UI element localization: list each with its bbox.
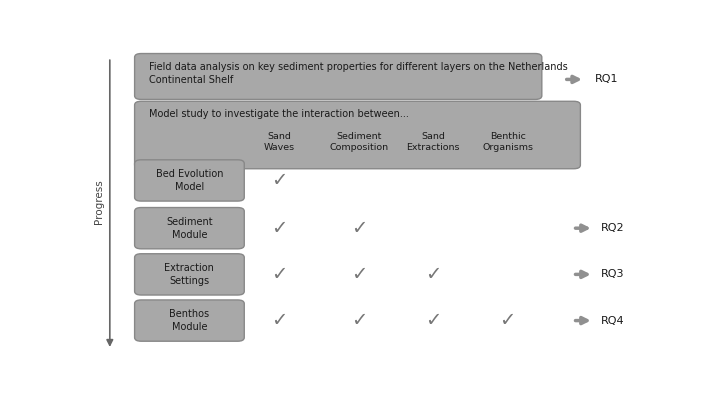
Text: ✓: ✓ (271, 265, 287, 284)
Text: Sediment
Module: Sediment Module (166, 217, 213, 240)
Text: RQ3: RQ3 (602, 269, 625, 279)
Text: Sediment
Composition: Sediment Composition (329, 132, 388, 152)
Text: ✓: ✓ (425, 311, 442, 330)
Text: Model study to investigate the interaction between...: Model study to investigate the interacti… (149, 109, 409, 119)
Text: RQ4: RQ4 (602, 316, 625, 326)
Text: Benthic
Organisms: Benthic Organisms (482, 132, 533, 152)
Text: Field data analysis on key sediment properties for different layers on the Nethe: Field data analysis on key sediment prop… (149, 62, 567, 85)
FancyBboxPatch shape (134, 300, 245, 341)
Text: Bed Evolution
Model: Bed Evolution Model (156, 169, 223, 192)
Text: ✓: ✓ (271, 171, 287, 190)
FancyBboxPatch shape (134, 208, 245, 249)
Text: ✓: ✓ (271, 311, 287, 330)
Text: Extraction
Settings: Extraction Settings (164, 263, 215, 286)
FancyBboxPatch shape (134, 54, 542, 100)
Text: ✓: ✓ (351, 265, 367, 284)
Text: Benthos
Module: Benthos Module (169, 309, 210, 332)
Text: ✓: ✓ (351, 219, 367, 238)
Text: RQ2: RQ2 (602, 223, 625, 233)
Text: ✓: ✓ (499, 311, 516, 330)
FancyBboxPatch shape (134, 160, 245, 201)
Text: ✓: ✓ (425, 265, 442, 284)
Text: ✓: ✓ (351, 311, 367, 330)
FancyBboxPatch shape (134, 101, 580, 169)
Text: Sand
Extractions: Sand Extractions (407, 132, 460, 152)
Text: Sand
Waves: Sand Waves (263, 132, 294, 152)
Text: ✓: ✓ (271, 219, 287, 238)
Text: RQ1: RQ1 (594, 74, 619, 84)
FancyBboxPatch shape (134, 254, 245, 295)
Text: Progress: Progress (94, 180, 104, 224)
